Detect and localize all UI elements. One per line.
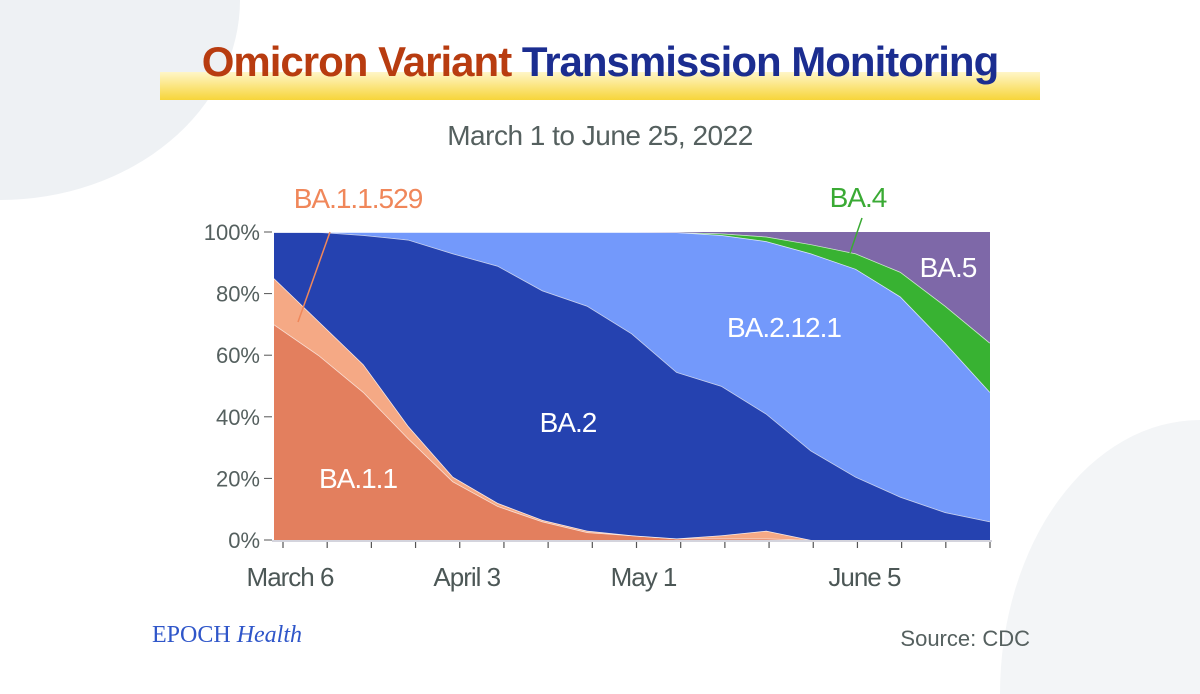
series-label-BA-2-12-1: BA.2.12.1 bbox=[727, 312, 841, 343]
y-tick-label: 20% bbox=[216, 466, 260, 491]
source-note: Source: CDC bbox=[900, 626, 1030, 651]
title-part-1: Omicron Variant bbox=[201, 38, 512, 85]
x-tick-label: June 5 bbox=[828, 562, 901, 592]
leader-line bbox=[297, 231, 331, 323]
y-tick-label: 100% bbox=[204, 220, 260, 245]
y-tick-label: 60% bbox=[216, 343, 260, 368]
series-label-BA-5: BA.5 bbox=[920, 252, 977, 283]
area-BA-5 bbox=[274, 232, 990, 343]
area-BA-1-1 bbox=[274, 324, 990, 540]
areas bbox=[273, 231, 991, 541]
series-label-BA-1-1: BA.1.1 bbox=[319, 463, 397, 494]
title-highlight bbox=[160, 72, 1040, 100]
area-BA-2 bbox=[274, 232, 990, 540]
series-labels: BA.1.1 BA.1.1.529 BA.2 BA.2.12.1 BA.4 BA.5 bbox=[294, 182, 978, 494]
y-tick-label: 0% bbox=[228, 528, 260, 553]
x-tick-label: May 1 bbox=[611, 562, 677, 592]
y-tick-label: 80% bbox=[216, 282, 260, 307]
series-label-BA-1-1-529: BA.1.1.529 bbox=[294, 183, 423, 214]
axes: 0% 20% 40% 60% 80% 100% March 6 April 3 May 1 Jun… bbox=[204, 220, 992, 592]
x-tick-label: April 3 bbox=[433, 562, 500, 592]
logo-section: Health bbox=[236, 622, 303, 648]
subtitle: March 1 to June 25, 2022 bbox=[447, 120, 753, 151]
y-tick-label: 40% bbox=[216, 405, 260, 430]
epoch-health-logo: EPOCH Health bbox=[152, 622, 302, 649]
leader-line bbox=[849, 217, 863, 254]
logo-brand: EPOCH bbox=[152, 622, 231, 648]
area-BA-2-12-1 bbox=[274, 232, 990, 522]
x-tick-label: March 6 bbox=[247, 562, 334, 592]
series-label-BA-2: BA.2 bbox=[540, 407, 597, 438]
page-title: Omicron Variant Transmission Monitoring bbox=[0, 38, 1200, 86]
series-label-BA-4: BA.4 bbox=[830, 182, 887, 213]
title-part-2: Transmission Monitoring bbox=[521, 38, 999, 85]
